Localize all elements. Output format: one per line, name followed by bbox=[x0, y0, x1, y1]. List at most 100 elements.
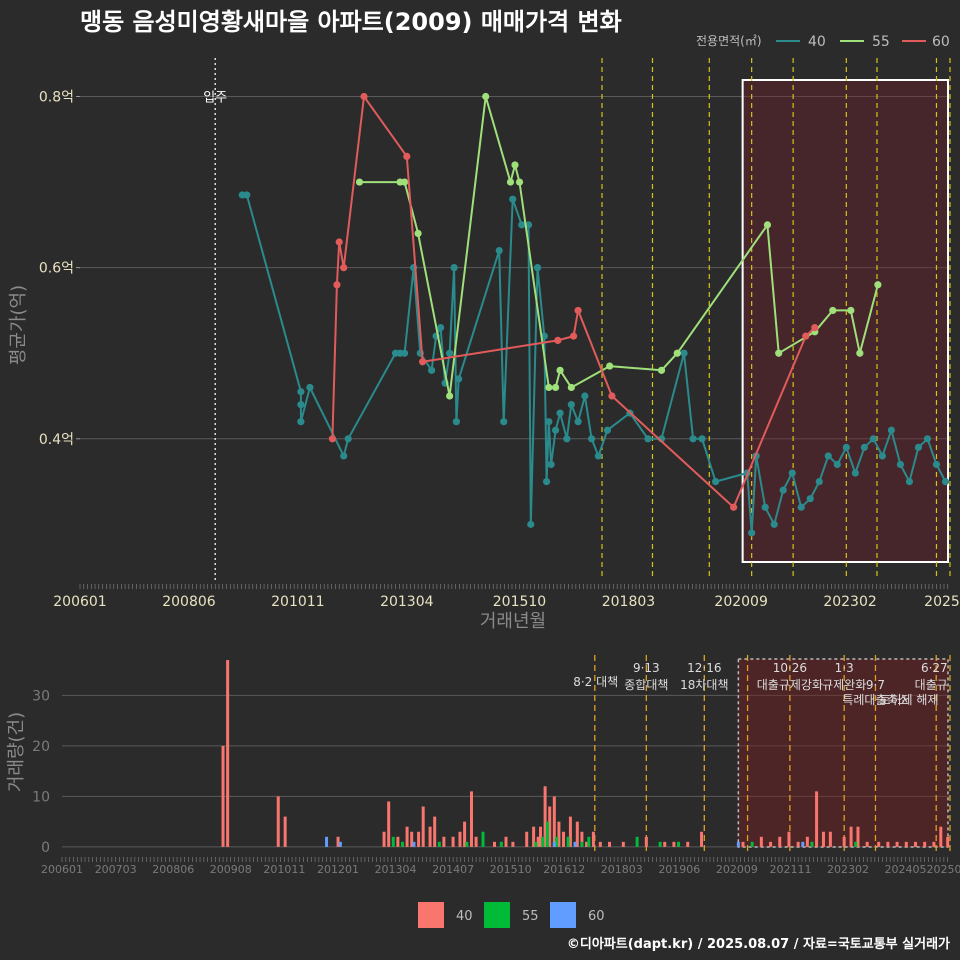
top-x-tick-label: 201510 bbox=[493, 594, 546, 610]
price-point-40 bbox=[851, 469, 859, 477]
volume-bar-40 bbox=[923, 841, 927, 847]
price-point-60 bbox=[608, 392, 616, 400]
price-point-60 bbox=[340, 264, 348, 272]
price-point-60 bbox=[403, 152, 411, 161]
bottom-x-tick-label: 200703 bbox=[95, 863, 137, 876]
price-point-60 bbox=[418, 358, 427, 366]
price-point-40 bbox=[711, 477, 720, 486]
price-point-60 bbox=[328, 435, 337, 443]
price-point-40 bbox=[428, 366, 436, 374]
volume-bar-40 bbox=[405, 826, 409, 847]
volume-bar-40 bbox=[575, 821, 579, 847]
price-point-40 bbox=[815, 477, 823, 486]
volume-bar-40 bbox=[672, 841, 676, 847]
price-point-40 bbox=[400, 349, 409, 357]
policy-label: 8·2 대책 bbox=[573, 674, 618, 689]
top-y-tick-label: 0.8억 bbox=[39, 90, 74, 106]
price-point-40 bbox=[905, 477, 914, 486]
chart-title: 맹동 음성미영황새마을 아파트(2009) 매매가격 변화 bbox=[80, 8, 622, 36]
volume-bar-40 bbox=[458, 831, 462, 847]
policy-label: 토허제 해제 bbox=[879, 693, 938, 707]
top-legend: 전용면적(㎡) 40 55 60 bbox=[696, 34, 950, 50]
bottom-y-axis-title: 거래량(건) bbox=[6, 712, 27, 792]
price-point-40 bbox=[547, 460, 555, 469]
top-highlight-box bbox=[741, 79, 950, 563]
price-point-40 bbox=[914, 443, 923, 451]
bar-legend-swatch-60 bbox=[550, 902, 576, 928]
price-point-40 bbox=[842, 443, 850, 451]
price-point-55 bbox=[545, 383, 553, 392]
price-point-60 bbox=[730, 503, 738, 511]
volume-bar-40 bbox=[815, 791, 819, 847]
volume-bar-40 bbox=[226, 660, 230, 847]
volume-bar-40 bbox=[865, 841, 869, 847]
bottom-x-tick-label: 201011 bbox=[263, 863, 305, 876]
price-point-40 bbox=[551, 426, 560, 434]
volume-bar-55 bbox=[534, 841, 538, 847]
bottom-x-tick-label: 20250 bbox=[927, 863, 960, 876]
policy-label: 대출규 bbox=[915, 678, 948, 692]
volume-bar-55 bbox=[587, 836, 591, 847]
legend-label-40: 40 bbox=[808, 34, 826, 50]
bottom-y-tick-label: 30 bbox=[32, 688, 50, 704]
volume-bar-40 bbox=[842, 836, 846, 847]
volume-bar-40 bbox=[778, 836, 782, 847]
volume-bar-40 bbox=[336, 836, 340, 847]
volume-bar-40 bbox=[543, 786, 547, 847]
price-point-55 bbox=[551, 383, 560, 392]
bottom-y-tick-label: 20 bbox=[32, 739, 50, 755]
price-point-55 bbox=[556, 366, 564, 374]
price-point-60 bbox=[360, 92, 368, 101]
bar-legend-label-40: 40 bbox=[456, 909, 473, 924]
policy-label: 6·27 bbox=[921, 661, 948, 675]
bottom-x-tick-label: 201304 bbox=[375, 863, 417, 876]
top-y-axis-title: 평균가(억) bbox=[8, 285, 29, 365]
volume-bar-40 bbox=[525, 831, 529, 847]
price-point-40 bbox=[563, 435, 571, 443]
price-point-55 bbox=[567, 383, 575, 392]
volume-bar-60 bbox=[801, 841, 805, 847]
volume-bar-40 bbox=[421, 806, 425, 847]
price-point-55 bbox=[446, 392, 454, 400]
volume-bar-60 bbox=[412, 841, 416, 847]
volume-bar-40 bbox=[886, 841, 890, 847]
bottom-x-tick-label: 201612 bbox=[543, 863, 585, 876]
volume-bar-40 bbox=[463, 821, 467, 847]
volume-bar-40 bbox=[598, 841, 602, 847]
volume-bar-40 bbox=[539, 826, 543, 847]
volume-bar-40 bbox=[686, 841, 690, 847]
volume-bar-40 bbox=[895, 841, 899, 847]
price-point-40 bbox=[806, 495, 814, 503]
volume-bar-55 bbox=[566, 836, 570, 847]
price-panel: 0.4억 0.6억 0.8억 입주 200601 200806 201011 201304 20… bbox=[39, 58, 960, 610]
volume-bar-60 bbox=[325, 836, 329, 847]
legend-title: 전용면적(㎡) bbox=[696, 34, 762, 48]
price-point-55 bbox=[355, 178, 364, 186]
volume-bar-55 bbox=[750, 841, 754, 847]
price-point-55 bbox=[763, 221, 772, 229]
price-point-55 bbox=[506, 178, 515, 186]
volume-bar-55 bbox=[541, 836, 545, 847]
volume-bar-40 bbox=[536, 836, 540, 847]
price-point-40 bbox=[797, 503, 805, 511]
volume-bar-55 bbox=[391, 836, 395, 847]
price-point-40 bbox=[770, 520, 778, 528]
volume-bar-55 bbox=[580, 841, 584, 847]
top-x-tick-label: 201803 bbox=[602, 594, 655, 610]
bottom-x-tick-label: 200601 bbox=[41, 863, 83, 876]
volume-bar-40 bbox=[769, 841, 773, 847]
price-point-40 bbox=[887, 426, 895, 434]
bottom-x-tick-label: 202302 bbox=[827, 863, 869, 876]
policy-label: 10·26 bbox=[773, 661, 807, 675]
volume-bar-40 bbox=[828, 831, 832, 847]
volume-bar-40 bbox=[585, 841, 589, 847]
bar-legend-label-60: 60 bbox=[588, 909, 605, 924]
policy-label: 1·3 bbox=[835, 661, 854, 675]
price-point-40 bbox=[896, 460, 905, 469]
price-point-40 bbox=[932, 460, 941, 469]
volume-bar-40 bbox=[221, 745, 225, 847]
policy-label: 대출규제강화 bbox=[757, 678, 823, 692]
volume-bar-55 bbox=[465, 841, 469, 847]
top-x-tick-label: 202302 bbox=[823, 594, 876, 610]
